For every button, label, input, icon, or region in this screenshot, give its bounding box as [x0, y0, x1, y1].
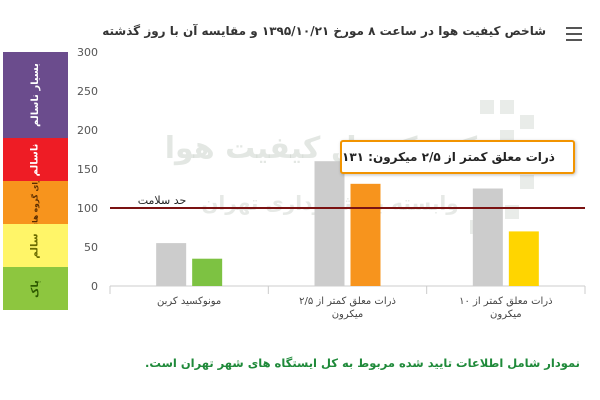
bar — [350, 183, 381, 286]
aqi-band: پاک — [3, 267, 68, 310]
aqi-band: ناسالم برای گروه های حساس — [3, 181, 68, 224]
watermark-emblem-block — [520, 115, 534, 129]
hamburger-menu-icon[interactable] — [566, 27, 582, 41]
footnote-text: نمودار شامل اطلاعات تایید شده مربوط به ک… — [145, 356, 580, 370]
bar — [156, 243, 187, 286]
aqi-band: سالم — [3, 224, 68, 267]
aqi-band: بسیار ناسالم — [3, 52, 68, 138]
x-tick-label: مونوکسید کربن — [157, 296, 221, 307]
bar — [314, 161, 345, 286]
y-tick-label: 100 — [77, 202, 98, 215]
y-tick-label: 300 — [77, 46, 98, 59]
menu-line — [566, 33, 582, 35]
x-tick-label: میکرون — [490, 309, 522, 320]
aqi-color-scale: بسیار ناسالمناسالمناسالم برای گروه های ح… — [3, 52, 68, 310]
chart-title: شاخص کیفیت هوا در ساعت ۸ مورخ ۱۳۹۵/۱۰/۲۱… — [102, 24, 546, 38]
y-tick-label: 50 — [84, 241, 98, 254]
x-tick-label: ذرات معلق کمتر از ۱۰ — [459, 296, 552, 307]
watermark-emblem-block — [480, 100, 494, 114]
x-tick-label: ذرات معلق کمتر از ۲/۵ — [299, 296, 396, 307]
y-tick-label: 250 — [77, 85, 98, 98]
chart-tooltip: ذرات معلق کمتر از ۲/۵ میکرون: ۱۳۱ — [340, 140, 575, 174]
menu-line — [566, 27, 582, 29]
watermark-emblem-block — [520, 175, 534, 189]
y-tick-label: 0 — [91, 280, 98, 293]
y-tick-label: 150 — [77, 163, 98, 176]
watermark-emblem-block — [500, 100, 514, 114]
bar — [508, 231, 539, 286]
bar — [472, 188, 503, 286]
y-tick-label: 200 — [77, 124, 98, 137]
menu-line — [566, 39, 582, 41]
bar — [192, 258, 223, 286]
reference-line-label: حد سلامت — [138, 194, 187, 207]
aqi-band: ناسالم — [3, 138, 68, 181]
x-tick-label: میکرون — [332, 309, 364, 320]
